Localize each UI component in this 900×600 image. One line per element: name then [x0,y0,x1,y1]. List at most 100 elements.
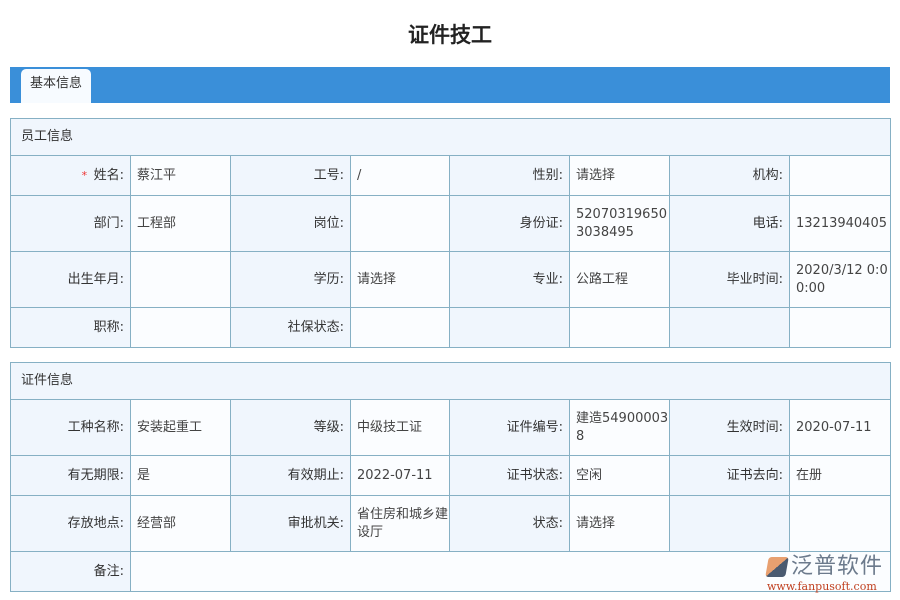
label-text: 审批机关: [287,515,344,531]
field-value[interactable]: 520703196503038495 [569,195,670,252]
fanpu-logo: 泛普软件 www.fanpusoft.com [765,553,892,597]
field-label: 电话: [669,195,790,252]
field-label: 等级: [230,399,351,456]
field-label: 专业: [449,251,570,308]
field-label: 证件编号: [449,399,570,456]
label-text: 证件编号: [506,419,563,435]
label-text: 工种名称: [67,419,124,435]
field-label: 岗位: [230,195,351,252]
field-label: 出生年月: [10,251,131,308]
label-text: 有无期限: [67,467,124,483]
label-text: 证书去向: [726,467,783,483]
field-value[interactable] [130,307,231,348]
field-value[interactable]: 蔡江平 [130,155,231,196]
field-label: 工种名称: [10,399,131,456]
form-row: 出生年月: 学历: 请选择 专业: 公路工程 毕业时间: 2020/3/12 0:00:00 [10,251,892,308]
label-text: 专业: [532,271,563,287]
field-value[interactable] [788,495,892,552]
field-label: 社保状态: [230,307,351,348]
field-label [669,307,790,348]
label-text: 机构: [752,167,783,183]
form-row: * 姓名: 蔡江平 工号: / 性别: 请选择 机构: [10,155,892,196]
field-label: 学历: [230,251,351,308]
field-label: 有效期止: [230,455,351,496]
field-label: 存放地点: [10,495,131,552]
field-value[interactable]: / [350,155,450,196]
label-text: 出生年月: [67,271,124,287]
field-label: 毕业时间: [669,251,790,308]
field-value[interactable] [350,195,450,252]
field-label: * 姓名: [10,155,131,196]
remark-field[interactable] [129,551,892,592]
label-text: 毕业时间: [726,271,783,287]
field-value[interactable]: 请选择 [569,495,670,552]
label-text: 电话: [752,215,783,231]
logo-mark-icon [765,557,789,577]
section-header: 证件信息 [9,362,892,400]
label-text: 存放地点: [67,515,124,531]
label-text: 有效期止: [287,467,344,483]
field-value[interactable]: 中级技工证 [350,399,450,456]
form-row: 工种名称: 安装起重工 等级: 中级技工证 证件编号: 建造549000038 生效时间: 2… [10,399,892,456]
field-value[interactable]: 2020-07-11 [788,399,892,456]
field-value[interactable]: 在册 [788,455,892,496]
label-text: 姓名: [93,167,124,183]
field-label: 有无期限: [10,455,131,496]
form-row: 有无期限: 是 有效期止: 2022-07-11 证书状态: 空闲 证书去向: 在册 [10,455,892,496]
label-text: 部门: [93,215,124,231]
tab-basic-info[interactable]: 基本信息 [21,69,91,103]
field-value[interactable] [569,307,670,348]
required-marker: * [81,168,91,182]
label-text: 岗位: [313,215,344,231]
field-value[interactable]: 请选择 [569,155,670,196]
field-label: 职称: [10,307,131,348]
tab-bar: 基本信息 [10,67,890,103]
page-title: 证件技工 [408,23,492,47]
form-row: 部门: 工程部 岗位: 身份证: 520703196503038495 电话: 132139… [10,195,892,252]
field-label: 备注: [10,551,131,592]
field-label: 审批机关: [230,495,351,552]
field-value[interactable]: 公路工程 [569,251,670,308]
field-value[interactable]: 工程部 [130,195,231,252]
cert-info-table: 证件信息工种名称: 安装起重工 等级: 中级技工证 证件编号: 建造549000038 生效… [9,362,892,592]
field-label: 身份证: [449,195,570,252]
label-text: 社保状态: [287,319,344,335]
field-label: 机构: [669,155,790,196]
label-text: 学历: [313,271,344,287]
label-text: 工号: [313,167,344,183]
field-label: 生效时间: [669,399,790,456]
field-value[interactable] [788,155,892,196]
field-value[interactable] [350,307,450,348]
form-row: 职称: 社保状态: [10,307,892,348]
field-label: 性别: [449,155,570,196]
label-text: 身份证: [519,215,563,231]
field-value[interactable]: 是 [130,455,231,496]
field-value[interactable]: 安装起重工 [130,399,231,456]
field-label: 证书状态: [449,455,570,496]
label-text: 证书状态: [506,467,563,483]
label-text: 等级: [313,419,344,435]
field-value[interactable]: 建造549000038 [569,399,670,456]
field-label: 工号: [230,155,351,196]
logo-text: 泛普软件 www.fanpusoft.com [767,553,883,594]
label-text: 生效时间: [726,419,783,435]
field-value[interactable]: 2020/3/12 0:00:00 [788,251,892,308]
field-value[interactable] [788,307,892,348]
label-text: 性别: [532,167,563,183]
field-value[interactable]: 13213940405 [788,195,892,252]
field-value[interactable] [130,251,231,308]
field-label: 部门: [10,195,131,252]
employee-info-table: 员工信息 * 姓名: 蔡江平 工号: / 性别: 请选择 机构: 部门: 工程部 岗位: 身份证: 52… [9,118,892,348]
form-row: 存放地点: 经营部 审批机关: 省住房和城乡建设厅 状态: 请选择 [10,495,892,552]
field-label [669,495,790,552]
field-value[interactable]: 经营部 [130,495,231,552]
field-value[interactable]: 2022-07-11 [350,455,450,496]
label-text: 职称: [93,319,124,335]
field-label: 证书去向: [669,455,790,496]
field-value[interactable]: 请选择 [350,251,450,308]
section-header: 员工信息 [9,118,892,156]
field-value[interactable]: 省住房和城乡建设厅 [350,495,450,552]
field-value[interactable]: 空闲 [569,455,670,496]
label-text: 状态: [532,515,563,531]
logo-name: 泛普软件 [791,554,884,579]
